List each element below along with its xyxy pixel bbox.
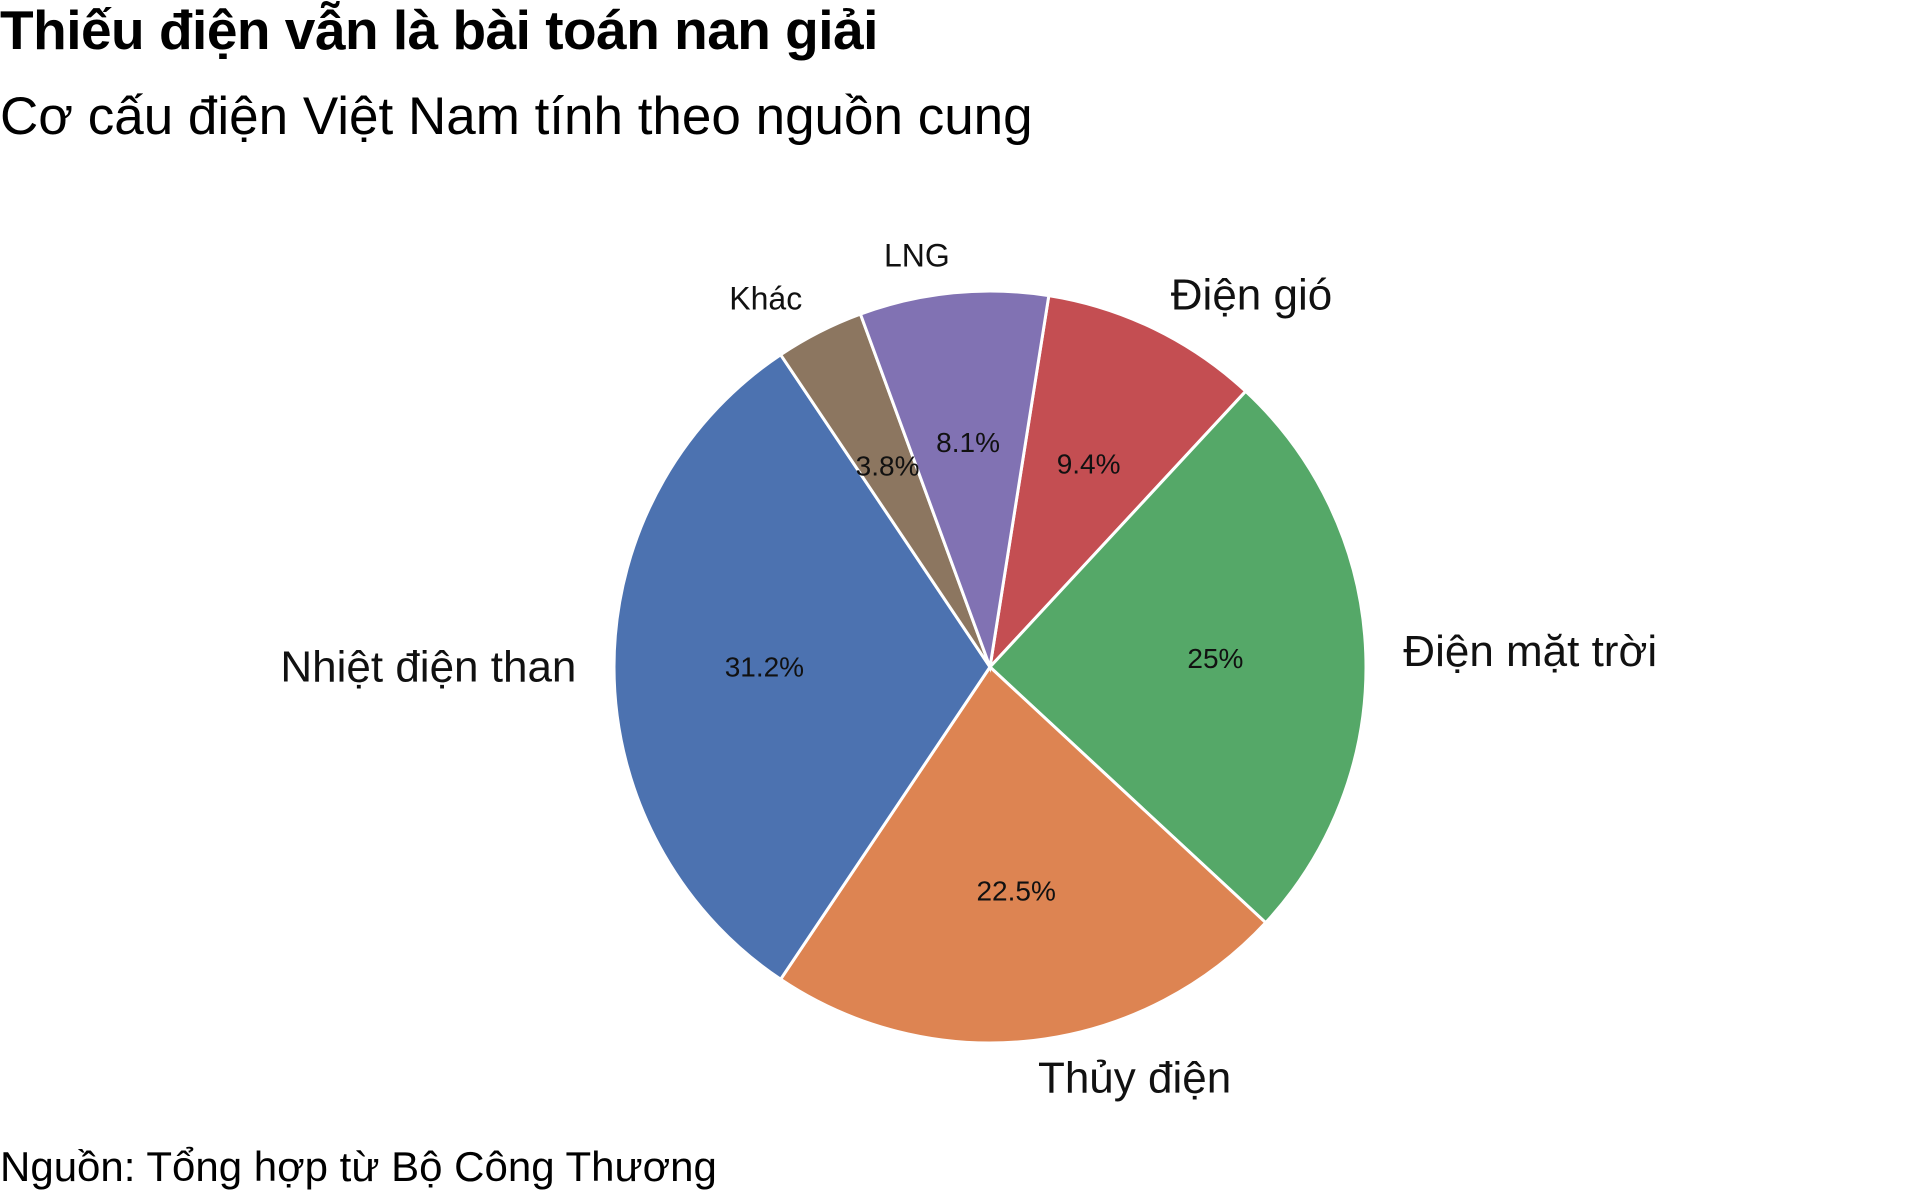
chart-title: Thiếu điện vẫn là bài toán nan giải [0, 0, 878, 61]
pie-slices [612, 289, 1368, 1045]
pie-slice-nhiet-dien-than [612, 352, 992, 982]
percent-labels: 9.4% 25% 22.5% 31.2% 3.8% 8.1% [725, 427, 1244, 907]
percent-label-khac: 3.8% [856, 450, 920, 481]
category-labels: Điện gió Điện mặt trời Thủy điện Nhiệt điện… [280, 237, 1657, 1102]
percent-label-lng: 8.1% [936, 427, 1000, 458]
percent-label-dien-mat-troi: 25% [1187, 643, 1243, 674]
category-label-lng: LNG [884, 237, 950, 273]
source-note: Nguồn: Tổng hợp từ Bộ Công Thương [0, 1143, 717, 1190]
pie-slice-dien-mat-troi [987, 389, 1368, 925]
chart-subtitle: Cơ cấu điện Việt Nam tính theo nguồn cun… [0, 87, 1033, 146]
category-label-thuy-dien: Thủy điện [1038, 1053, 1231, 1102]
pie-slice-dien-gio [987, 293, 1248, 672]
percent-label-dien-gio: 9.4% [1057, 449, 1121, 480]
percent-label-thuy-dien: 22.5% [976, 876, 1055, 907]
category-label-nhiet-dien-than: Nhiệt điện than [280, 643, 576, 692]
category-label-khac: Khác [729, 280, 802, 316]
category-label-dien-gio: Điện gió [1171, 271, 1332, 320]
pie-slice-thuy-dien [778, 664, 1268, 1045]
pie-slice-lng [858, 289, 1051, 673]
category-label-dien-mat-troi: Điện mặt trời [1403, 627, 1657, 676]
percent-label-nhiet-dien-than: 31.2% [725, 652, 804, 683]
